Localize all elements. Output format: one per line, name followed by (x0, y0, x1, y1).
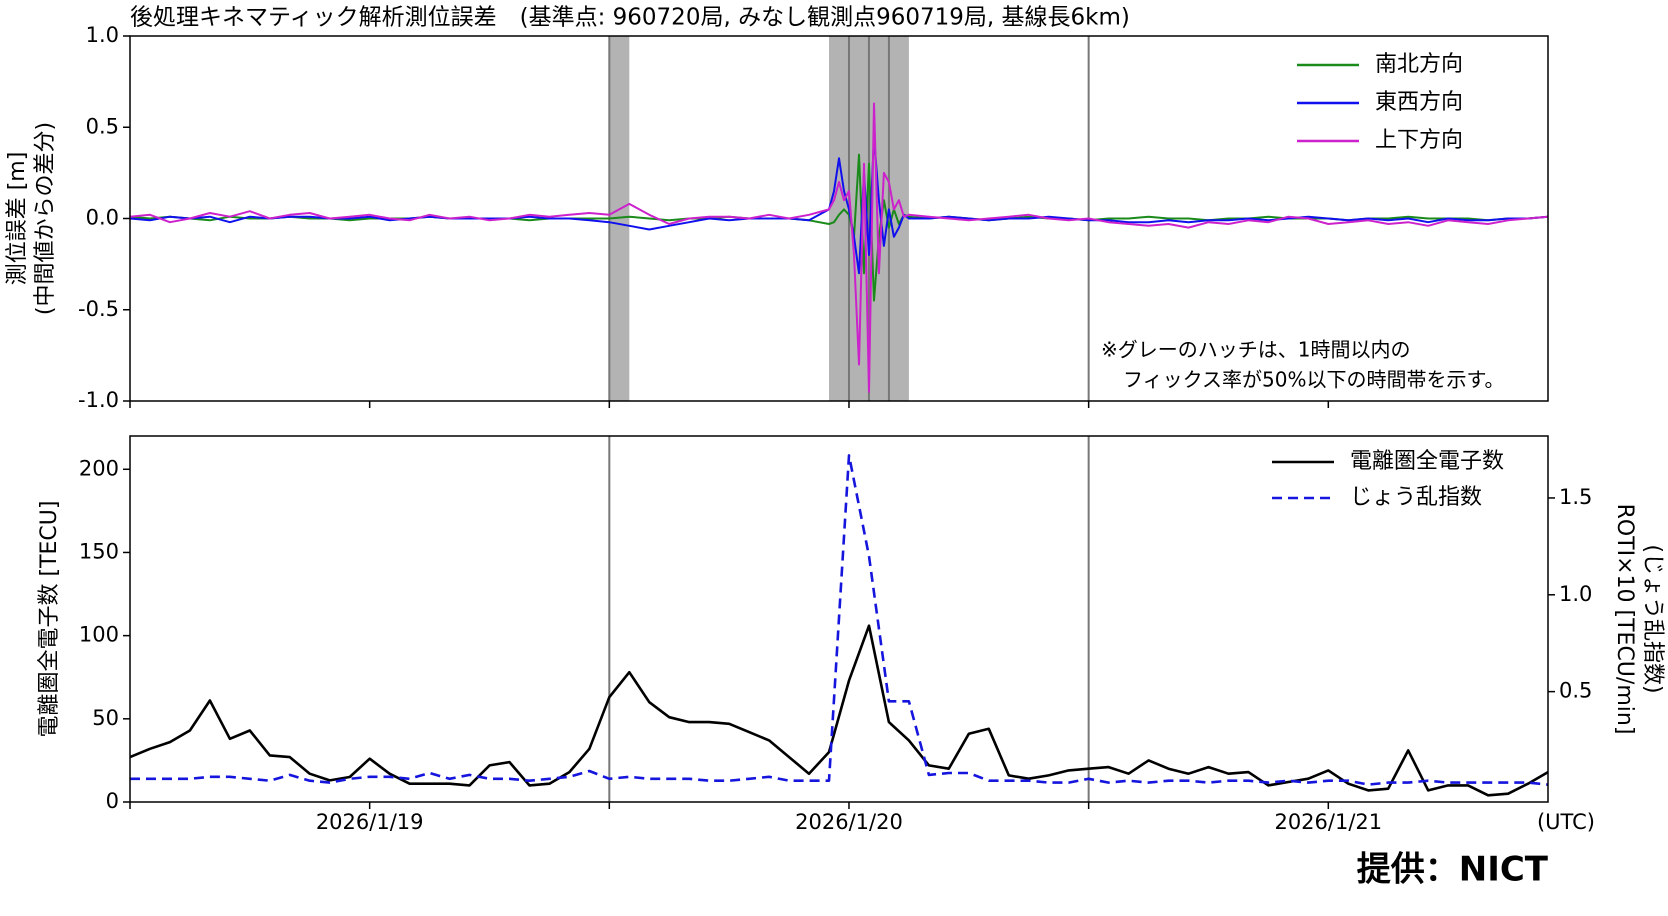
y-tick-label: -0.5 (78, 297, 119, 321)
y2-axis-label: (じょう乱指数) (1640, 544, 1665, 693)
legend-label: 南北方向 (1375, 52, 1463, 77)
y-tick-label: -1.0 (78, 388, 119, 412)
annotation: フィックス率が50%以下の時間帯を示す。 (1123, 368, 1504, 392)
y-tick-label: 0.0 (86, 206, 119, 230)
x-tick-label: 2026/1/20 (795, 810, 903, 834)
legend-label: 東西方向 (1375, 90, 1463, 115)
plot-frame (129, 35, 1549, 402)
y-tick-label: 0 (106, 789, 119, 813)
annotation: ※グレーのハッチは、1時間以内の (1101, 338, 1410, 362)
data-line (130, 454, 1549, 786)
y2-tick-label: 1.5 (1559, 485, 1592, 509)
y2-axis-label: ROTI×10 [TECU/min] (1612, 504, 1637, 735)
legend-label: 上下方向 (1375, 128, 1463, 153)
legend-label: じょう乱指数 (1350, 485, 1482, 510)
y-axis-label: 測位誤差 [m] (5, 152, 30, 286)
y-tick-label: 100 (79, 623, 119, 647)
y-tick-label: 0.5 (86, 114, 119, 138)
legend-label: 電離圏全電子数 (1350, 449, 1504, 474)
y-axis-label: 電離圏全電子数 [TECU] (37, 501, 62, 738)
data-line (129, 135, 1549, 275)
data-line (129, 102, 1549, 393)
y-tick-label: 150 (79, 539, 119, 563)
y-axis-label: (中間値からの差分) (33, 122, 58, 315)
y-tick-label: 1.0 (86, 23, 119, 47)
y2-tick-label: 0.5 (1559, 679, 1592, 703)
x-axis-label: (UTC) (1537, 810, 1595, 834)
x-tick-label: 2026/1/19 (316, 810, 424, 834)
y-tick-label: 200 (79, 456, 119, 480)
plot-frame (129, 435, 1549, 803)
x-tick-label: 2026/1/21 (1274, 810, 1382, 834)
y2-tick-label: 1.0 (1559, 582, 1592, 606)
chart-title: 後処理キネマティック解析測位誤差 (基準点: 960720局, みなし観測点96… (130, 5, 1130, 31)
data-line (129, 624, 1549, 797)
y-tick-label: 50 (92, 706, 119, 730)
credit: 提供：NICT (1357, 850, 1549, 890)
